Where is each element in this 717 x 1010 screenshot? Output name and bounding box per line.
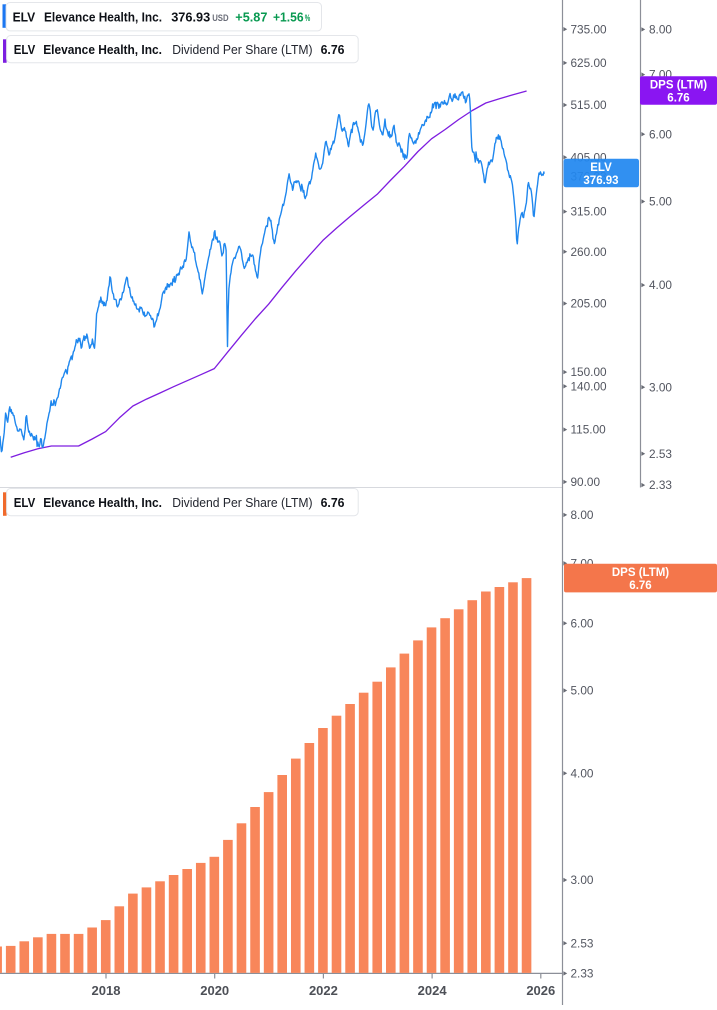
svg-text:5.00: 5.00 <box>649 195 672 209</box>
svg-text:3.00: 3.00 <box>649 380 672 394</box>
svg-text:2020: 2020 <box>200 983 229 998</box>
svg-text:USD: USD <box>212 13 228 24</box>
svg-text:4.00: 4.00 <box>649 278 672 292</box>
svg-text:2024: 2024 <box>418 983 448 998</box>
svg-text:Elevance Health, Inc.: Elevance Health, Inc. <box>43 496 162 510</box>
svg-text:315.00: 315.00 <box>571 205 608 219</box>
svg-text:%: % <box>305 13 311 24</box>
svg-text:8.00: 8.00 <box>571 508 594 522</box>
svg-text:Dividend Per Share (LTM): Dividend Per Share (LTM) <box>172 43 312 57</box>
svg-text:ELV: ELV <box>14 496 36 510</box>
svg-text:6.76: 6.76 <box>629 580 651 592</box>
svg-text:735.00: 735.00 <box>571 22 608 36</box>
svg-text:2018: 2018 <box>92 983 121 998</box>
svg-text:2022: 2022 <box>309 983 338 998</box>
svg-text:ELV: ELV <box>13 10 36 24</box>
svg-text:260.00: 260.00 <box>571 245 608 259</box>
svg-text:376.93: 376.93 <box>583 175 618 187</box>
svg-text:140.00: 140.00 <box>571 379 608 393</box>
svg-text:2.53: 2.53 <box>649 447 672 461</box>
svg-text:6.00: 6.00 <box>571 616 594 630</box>
svg-text:DPS (LTM): DPS (LTM) <box>650 79 707 91</box>
svg-text:4.00: 4.00 <box>571 766 594 780</box>
svg-text:90.00: 90.00 <box>571 475 601 489</box>
svg-text:515.00: 515.00 <box>571 98 608 112</box>
svg-text:ELV: ELV <box>590 162 612 174</box>
svg-text:376.93: 376.93 <box>171 9 210 24</box>
svg-text:5.00: 5.00 <box>571 684 594 698</box>
svg-text:625.00: 625.00 <box>571 56 608 70</box>
svg-text:2.33: 2.33 <box>571 967 594 981</box>
svg-text:3.00: 3.00 <box>571 873 594 887</box>
svg-text:2.53: 2.53 <box>571 936 594 950</box>
svg-text:205.00: 205.00 <box>571 297 608 311</box>
svg-text:Elevance Health, Inc.: Elevance Health, Inc. <box>44 10 162 24</box>
svg-text:6.76: 6.76 <box>321 43 345 57</box>
svg-text:150.00: 150.00 <box>571 365 608 379</box>
svg-text:Dividend Per Share (LTM): Dividend Per Share (LTM) <box>172 496 312 510</box>
svg-text:DPS (LTM): DPS (LTM) <box>612 567 669 579</box>
svg-text:6.00: 6.00 <box>649 127 672 141</box>
svg-text:2026: 2026 <box>526 983 555 998</box>
svg-text:+5.87: +5.87 <box>235 9 267 24</box>
svg-text:6.76: 6.76 <box>667 92 689 104</box>
svg-text:ELV: ELV <box>14 43 36 57</box>
svg-text:6.76: 6.76 <box>321 496 345 510</box>
svg-text:2.33: 2.33 <box>649 478 672 492</box>
svg-text:Elevance Health, Inc.: Elevance Health, Inc. <box>43 43 162 57</box>
svg-text:8.00: 8.00 <box>649 23 672 37</box>
svg-text:+1.56: +1.56 <box>273 9 304 24</box>
svg-text:115.00: 115.00 <box>571 423 607 437</box>
